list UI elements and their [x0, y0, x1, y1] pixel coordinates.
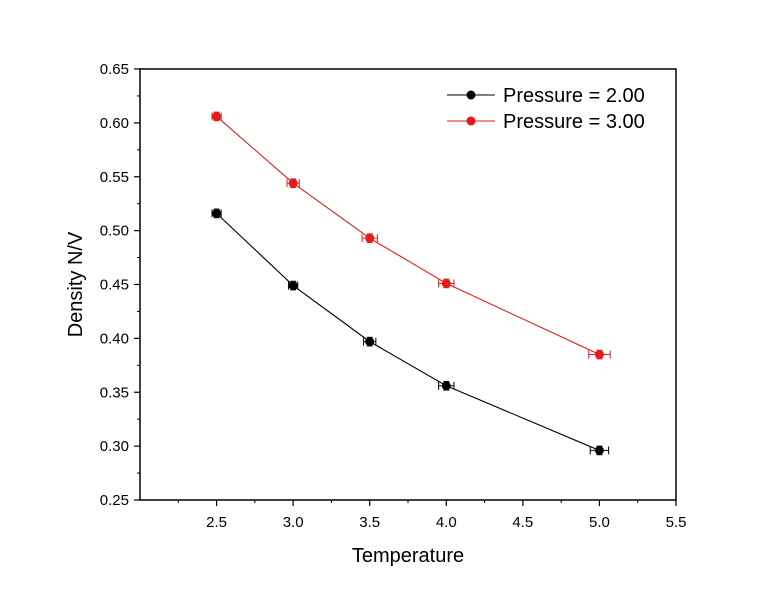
series-line — [216, 115, 600, 356]
legend: Pressure = 2.00 Pressure = 3.00 — [447, 85, 645, 133]
data-point — [441, 278, 451, 288]
series-line — [216, 212, 600, 451]
data-point — [365, 233, 375, 243]
y-tick-label: 0.50 — [100, 223, 129, 240]
data-point — [212, 111, 222, 121]
axes: 2.5 3.0 3.5 4.0 4.5 5.0 5.5 0.25 0.30 0.35 0.40 0.4… — [100, 61, 687, 531]
y-tick-label: 0.55 — [100, 169, 129, 186]
x-tick-label: 3.0 — [283, 514, 304, 531]
legend-item-1: Pressure = 2.00 — [447, 85, 645, 107]
data-point — [212, 208, 222, 218]
series-1 — [211, 208, 610, 456]
plot-frame — [139, 68, 677, 501]
y-axis-title: Density N/V — [65, 231, 87, 337]
legend-marker — [466, 116, 476, 126]
data-point — [594, 445, 604, 455]
x-tick-label: 5.0 — [589, 514, 610, 531]
series-2 — [211, 111, 611, 360]
y-tick-label: 0.45 — [100, 277, 129, 294]
y-tick-label: 0.60 — [100, 115, 129, 132]
y-tick-label: 0.30 — [100, 438, 129, 455]
data-point — [365, 337, 375, 347]
plot-area — [211, 111, 611, 456]
legend-item-2: Pressure = 3.00 — [447, 111, 645, 133]
x-tick-label: 5.5 — [666, 514, 687, 531]
legend-marker — [466, 90, 476, 100]
legend-label: Pressure = 2.00 — [503, 85, 645, 107]
y-tick-label: 0.65 — [100, 61, 129, 78]
y-tick-label: 0.35 — [100, 384, 129, 401]
x-axis-title: Temperature — [352, 545, 464, 567]
legend-label: Pressure = 3.00 — [503, 111, 645, 133]
x-tick-label: 4.5 — [512, 514, 533, 531]
data-point — [441, 381, 451, 391]
data-point — [594, 350, 604, 360]
x-tick-label: 3.5 — [359, 514, 380, 531]
y-tick-label: 0.25 — [100, 492, 129, 509]
data-point — [288, 281, 298, 291]
x-tick-label: 4.0 — [436, 514, 457, 531]
y-tick-label: 0.40 — [100, 330, 129, 347]
data-point — [288, 178, 298, 188]
x-tick-label: 2.5 — [206, 514, 227, 531]
